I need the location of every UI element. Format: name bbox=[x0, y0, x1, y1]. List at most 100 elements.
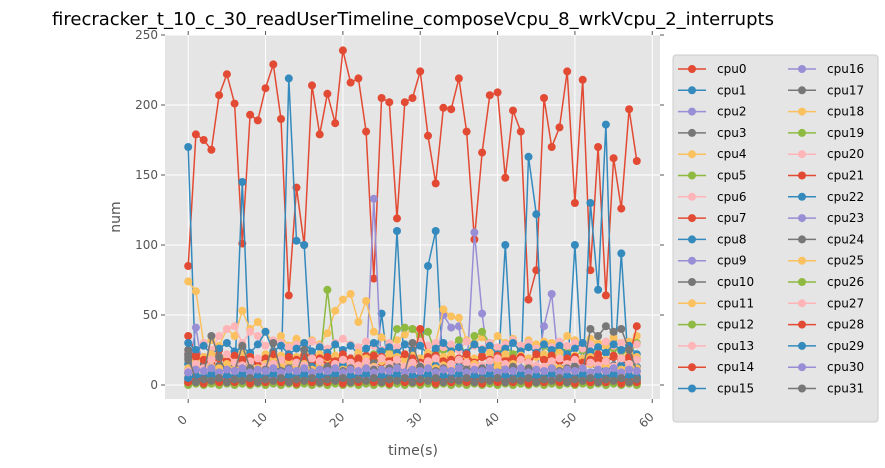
data-point bbox=[277, 368, 285, 377]
data-point bbox=[501, 360, 510, 368]
data-point bbox=[454, 313, 463, 322]
data-point bbox=[540, 375, 548, 384]
data-point bbox=[540, 94, 548, 102]
data-point bbox=[230, 99, 239, 108]
data-point bbox=[570, 344, 579, 353]
data-point bbox=[222, 378, 231, 387]
data-point bbox=[215, 353, 224, 361]
data-point bbox=[315, 378, 324, 387]
data-point bbox=[601, 357, 610, 366]
data-point bbox=[184, 368, 193, 377]
legend-label: cpu3 bbox=[717, 126, 746, 140]
data-point bbox=[408, 325, 417, 333]
data-point bbox=[594, 355, 603, 364]
data-point bbox=[454, 369, 463, 378]
data-point bbox=[323, 353, 332, 361]
data-point bbox=[277, 332, 285, 340]
data-point bbox=[601, 348, 610, 357]
data-point bbox=[199, 341, 208, 350]
x-tick-label: 60 bbox=[636, 410, 657, 431]
series-layer bbox=[184, 46, 641, 389]
data-point bbox=[609, 364, 618, 373]
data-point bbox=[570, 339, 579, 347]
data-point bbox=[547, 143, 556, 151]
data-point bbox=[516, 369, 525, 378]
legend-label: cpu9 bbox=[717, 254, 746, 268]
legend-swatch-marker bbox=[798, 150, 806, 159]
data-point bbox=[524, 358, 533, 367]
data-point bbox=[524, 368, 533, 377]
data-point bbox=[485, 357, 494, 366]
legend-swatch-marker bbox=[798, 278, 806, 286]
data-point bbox=[586, 358, 595, 367]
data-point bbox=[284, 74, 293, 83]
data-point bbox=[540, 367, 548, 375]
legend-label: cpu17 bbox=[827, 83, 864, 97]
data-point bbox=[222, 70, 231, 79]
data-point bbox=[439, 371, 448, 380]
data-point bbox=[191, 378, 200, 387]
data-point bbox=[609, 154, 618, 163]
data-point bbox=[447, 323, 456, 332]
legend-item: cpu14 bbox=[678, 360, 754, 374]
data-point bbox=[493, 374, 502, 382]
data-point bbox=[493, 343, 502, 352]
data-point bbox=[284, 343, 293, 352]
data-point bbox=[516, 376, 525, 385]
data-point bbox=[578, 339, 587, 347]
data-point bbox=[215, 368, 224, 377]
data-point bbox=[261, 375, 270, 384]
data-point bbox=[385, 98, 394, 107]
data-point bbox=[447, 360, 456, 368]
chart-title: firecracker_t_10_c_30_readUserTimeline_c… bbox=[52, 9, 774, 30]
y-axis: 0 50 100 150 200 250 bbox=[135, 28, 664, 392]
data-point bbox=[261, 367, 270, 375]
data-point bbox=[447, 340, 456, 349]
data-point bbox=[362, 344, 371, 353]
data-point bbox=[215, 374, 224, 382]
data-point bbox=[431, 354, 440, 363]
legend-swatch-marker bbox=[688, 341, 696, 350]
data-point bbox=[346, 378, 355, 387]
legend-label: cpu21 bbox=[827, 169, 864, 183]
data-point bbox=[354, 375, 363, 384]
data-point bbox=[501, 241, 510, 249]
data-point bbox=[478, 353, 487, 361]
data-point bbox=[246, 368, 255, 377]
data-point bbox=[416, 325, 425, 333]
data-point bbox=[447, 367, 456, 375]
data-point bbox=[331, 364, 340, 373]
data-point bbox=[369, 274, 378, 283]
data-point bbox=[191, 287, 200, 296]
legend-item: cpu3 bbox=[678, 126, 746, 140]
data-point bbox=[261, 341, 270, 350]
data-point bbox=[617, 368, 626, 377]
data-point bbox=[532, 210, 541, 219]
data-point bbox=[594, 343, 603, 352]
data-point bbox=[625, 105, 634, 114]
data-point bbox=[424, 131, 432, 140]
data-point bbox=[632, 355, 641, 364]
legend-frame bbox=[672, 54, 879, 423]
data-point bbox=[424, 369, 432, 378]
legend-label: cpu20 bbox=[827, 147, 864, 161]
data-point bbox=[516, 341, 525, 350]
y-tick-label: 100 bbox=[135, 238, 158, 252]
legend-label: cpu28 bbox=[827, 318, 864, 332]
x-tick-label: 30 bbox=[404, 410, 425, 431]
data-point bbox=[524, 374, 533, 382]
data-point bbox=[524, 295, 533, 304]
data-point bbox=[555, 341, 564, 350]
data-point bbox=[439, 339, 448, 347]
data-point bbox=[269, 339, 278, 347]
data-point bbox=[300, 376, 309, 385]
legend-item: cpu0 bbox=[678, 62, 746, 76]
data-point bbox=[532, 371, 541, 380]
data-point bbox=[300, 346, 309, 354]
legend-swatch-marker bbox=[798, 86, 806, 95]
data-point bbox=[269, 369, 278, 378]
data-point bbox=[501, 365, 510, 374]
legend-label: cpu27 bbox=[827, 296, 864, 310]
data-point bbox=[354, 367, 363, 375]
data-point bbox=[408, 358, 417, 367]
